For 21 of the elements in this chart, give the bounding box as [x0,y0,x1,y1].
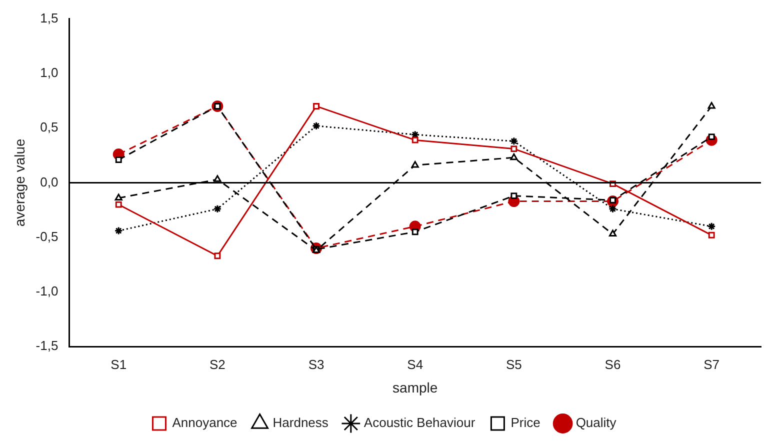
y-tick-label: 1,5 [40,10,58,26]
y-tick-label: 0,0 [40,174,58,190]
y-axis-title: average value [11,138,28,227]
legend-label: Hardness [272,415,329,430]
x-tick-label: S3 [308,356,324,372]
x-tick-label: S1 [110,356,127,372]
x-tick-label: S2 [209,356,226,372]
x-tick-label: S7 [704,356,720,372]
x-tick-label: S4 [407,356,424,372]
x-tick-label: S5 [506,356,522,372]
legend-label: Acoustic Behaviour [364,415,476,430]
legend-label: Price [510,415,540,430]
y-tick-label: 1,0 [40,65,58,80]
x-axis-title: sample [392,379,438,396]
y-tick-label: 0,5 [40,120,58,135]
legend-label: Annoyance [172,415,238,430]
y-tick-label: -1,5 [36,338,58,354]
x-tick-label: S6 [604,356,621,372]
y-tick-label: -1,0 [36,284,58,299]
y-tick-label: -0,5 [36,228,58,244]
legend-label: Quality [576,415,617,430]
